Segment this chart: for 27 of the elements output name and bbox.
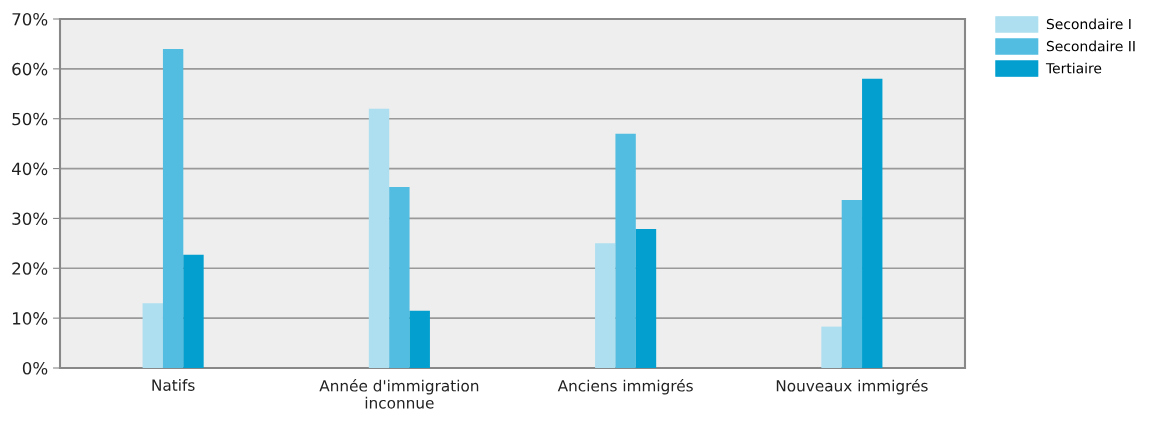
y-tick-label: 60% xyxy=(12,62,48,76)
bar xyxy=(389,187,410,368)
bar xyxy=(162,48,184,368)
bar xyxy=(862,78,883,368)
y-tick-label: 70% xyxy=(12,12,48,26)
bar xyxy=(368,108,390,368)
y-tick-label: 10% xyxy=(12,312,48,325)
bar xyxy=(635,228,657,368)
bar xyxy=(821,326,842,368)
x-tick-label: Année d'immigration inconnue xyxy=(319,379,479,409)
y-tick-label: 30% xyxy=(12,212,48,225)
bar xyxy=(615,133,636,368)
x-tick-label: Anciens immigrés xyxy=(557,379,693,395)
bar xyxy=(595,243,616,368)
bar xyxy=(409,310,430,368)
bar xyxy=(142,303,163,368)
bar xyxy=(183,254,204,368)
legend-label: Tertiaire xyxy=(1045,62,1102,74)
y-tick-label: 20% xyxy=(12,262,48,275)
x-tick-label: Natifs xyxy=(152,379,195,391)
bar xyxy=(841,199,863,368)
legend-label: Secondaire I xyxy=(1046,18,1131,30)
x-tick-label: Nouveaux immigrés xyxy=(776,379,928,395)
legend-label: Secondaire II xyxy=(1046,40,1135,52)
y-tick-label: 50% xyxy=(12,112,48,126)
y-tick-label: 0% xyxy=(22,361,48,375)
y-tick-label: 40% xyxy=(11,162,48,176)
